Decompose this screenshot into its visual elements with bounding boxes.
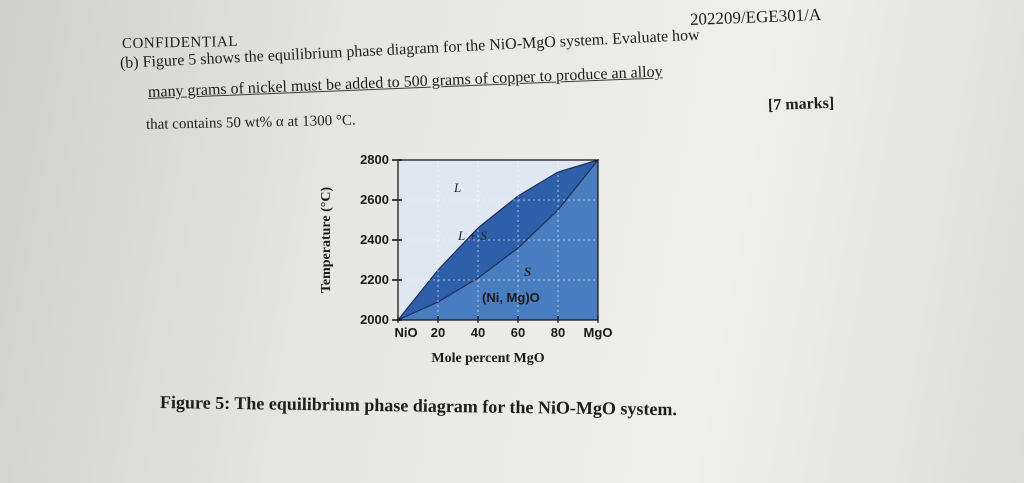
exam-code: 202209/EGE301/A <box>689 4 822 29</box>
y-axis-label: Temperature (°C) <box>319 187 334 294</box>
question-line-2: many grams of nickel must be added to 50… <box>147 63 663 101</box>
plot-area <box>392 158 600 323</box>
phase-diagram: 2000 2200 2400 2600 2800 NiO 20 40 60 80 MgO Temper… <box>319 152 612 366</box>
solid-phase-label: (Ni, Mg)O <box>482 290 540 305</box>
question-line-3: that contains 50 wt% α at 1300 °C. <box>145 112 356 133</box>
axis-labels: 2000 2200 2400 2600 2800 NiO 20 40 60 80 MgO Temper… <box>319 152 612 366</box>
y-tick-label: 2000 <box>360 312 389 327</box>
x-tick-label: 40 <box>471 325 485 340</box>
y-tick-label: 2400 <box>360 232 389 247</box>
x-axis-label: Mole percent MgO <box>431 351 544 366</box>
x-tick-label: 60 <box>511 325 525 340</box>
region-label-liquid: L <box>453 180 461 195</box>
y-tick-label: 2200 <box>360 272 389 287</box>
x-tick-label: MgO <box>584 325 613 340</box>
region-label-solid: S <box>524 264 531 279</box>
figure-caption: Figure 5: The equilibrium phase diagram … <box>159 392 678 420</box>
region-label-two-phase: L + S <box>457 228 487 243</box>
y-tick-label: 2600 <box>360 192 389 207</box>
x-tick-label: 20 <box>431 325 445 340</box>
y-tick-label: 2800 <box>360 152 389 167</box>
x-tick-label: NiO <box>394 325 417 340</box>
x-tick-label: 80 <box>551 325 565 340</box>
marks-label: [7 marks] <box>767 94 835 114</box>
